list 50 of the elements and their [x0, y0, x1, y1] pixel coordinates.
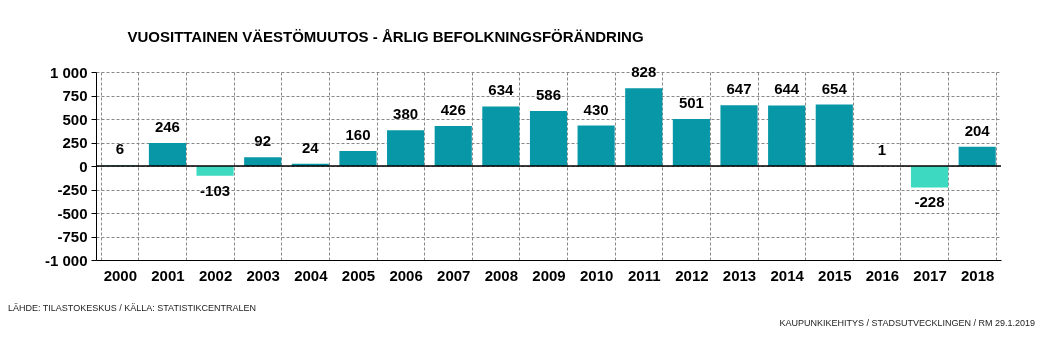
data-label: 92 [254, 132, 272, 150]
data-label: 654 [821, 79, 848, 97]
y-tick-label: -250 [57, 181, 88, 198]
x-tick-label: 2017 [913, 266, 947, 284]
data-label: 430 [583, 100, 609, 118]
data-label: -228 [914, 193, 945, 211]
data-label: 647 [726, 80, 752, 98]
x-tick-label: 2006 [389, 266, 423, 284]
text: LÄHDE: TILASTOKESKUS / KÄLLA: STATISTIKCENTRALEN [8, 303, 256, 313]
x-tick-label: 2013 [722, 266, 757, 284]
data-label: 828 [631, 63, 657, 81]
y-tick-label: 250 [62, 134, 88, 151]
data-label: 246 [154, 117, 180, 135]
data-label: 501 [678, 93, 704, 111]
y-tick-label: 750 [62, 87, 88, 104]
y-tick-label: 1 000 [49, 63, 88, 81]
x-tick-label: 2015 [818, 266, 852, 284]
x-tick-label: 2002 [198, 266, 233, 284]
y-tick-label: -1 000 [44, 251, 88, 269]
x-tick-label: 2003 [246, 266, 280, 284]
x-tick-label: 2001 [151, 266, 185, 284]
data-label: 586 [535, 85, 562, 103]
x-tick-label: 2011 [627, 266, 661, 284]
x-tick-label: 2012 [675, 266, 709, 284]
chart-title: VUOSITTAINEN VÄESTÖMUUTOS - ÅRLIG BEFOLKNINGSFÖRÄNDRING [127, 28, 644, 45]
data-label: 644 [774, 80, 800, 98]
y-tick-label: -750 [57, 228, 88, 245]
data-label: 24 [302, 138, 320, 156]
y-tick-label: -500 [57, 204, 88, 222]
x-tick-label: 2016 [865, 266, 900, 284]
x-tick-label: 2004 [294, 266, 329, 284]
x-tick-label: 2018 [961, 266, 995, 284]
data-label: 426 [440, 100, 466, 118]
x-tick-label: 2005 [341, 266, 376, 284]
x-tick-label: 2010 [579, 266, 614, 284]
data-label: 1 [877, 140, 887, 158]
data-label: 634 [488, 81, 515, 99]
data-label: 6 [115, 140, 124, 158]
data-label: 204 [964, 121, 991, 139]
data-label: -103 [200, 181, 231, 199]
data-label: 380 [393, 105, 419, 123]
x-tick-label: 2009 [532, 266, 566, 284]
y-tick-label: 500 [62, 110, 88, 128]
x-tick-label: 2000 [103, 266, 137, 284]
x-tick-label: 2007 [437, 266, 471, 284]
x-tick-label: 2008 [484, 266, 519, 284]
x-tick-label: 2014 [770, 266, 805, 284]
data-label: 160 [345, 125, 371, 143]
y-tick-label: 0 [79, 157, 88, 175]
text: KAUPUNKIKEHITYS / STADSUTVECKLINGEN / RM 29.1.2019 [779, 318, 1035, 328]
